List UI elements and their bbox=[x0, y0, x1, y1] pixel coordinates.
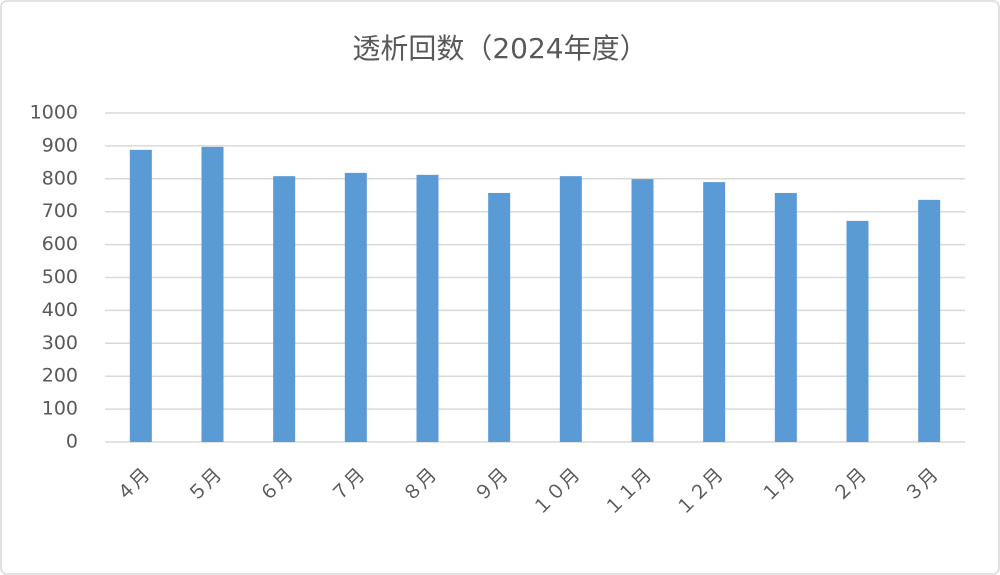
bar bbox=[918, 199, 941, 442]
bar bbox=[846, 220, 869, 442]
chart-title: 透析回数（2024年度） bbox=[352, 32, 647, 65]
y-tick-label: 0 bbox=[66, 431, 78, 453]
y-tick-label: 500 bbox=[42, 266, 78, 288]
y-tick-label: 600 bbox=[42, 233, 78, 255]
bar bbox=[344, 172, 367, 443]
bar bbox=[559, 176, 582, 442]
bar bbox=[488, 192, 511, 442]
y-tick-label: 800 bbox=[42, 167, 78, 189]
bar bbox=[201, 146, 224, 442]
bar bbox=[416, 174, 439, 443]
y-tick-label: 900 bbox=[42, 134, 78, 156]
bar bbox=[774, 192, 797, 442]
bar bbox=[703, 182, 726, 442]
y-tick-label: 400 bbox=[42, 299, 78, 321]
y-tick-label: 300 bbox=[42, 332, 78, 354]
bar bbox=[129, 149, 152, 442]
y-tick-label: 200 bbox=[42, 365, 78, 387]
bar bbox=[273, 176, 296, 442]
y-tick-label: 1000 bbox=[30, 102, 78, 124]
bar bbox=[631, 179, 654, 442]
y-tick-label: 100 bbox=[42, 398, 78, 420]
y-tick-label: 700 bbox=[42, 200, 78, 222]
